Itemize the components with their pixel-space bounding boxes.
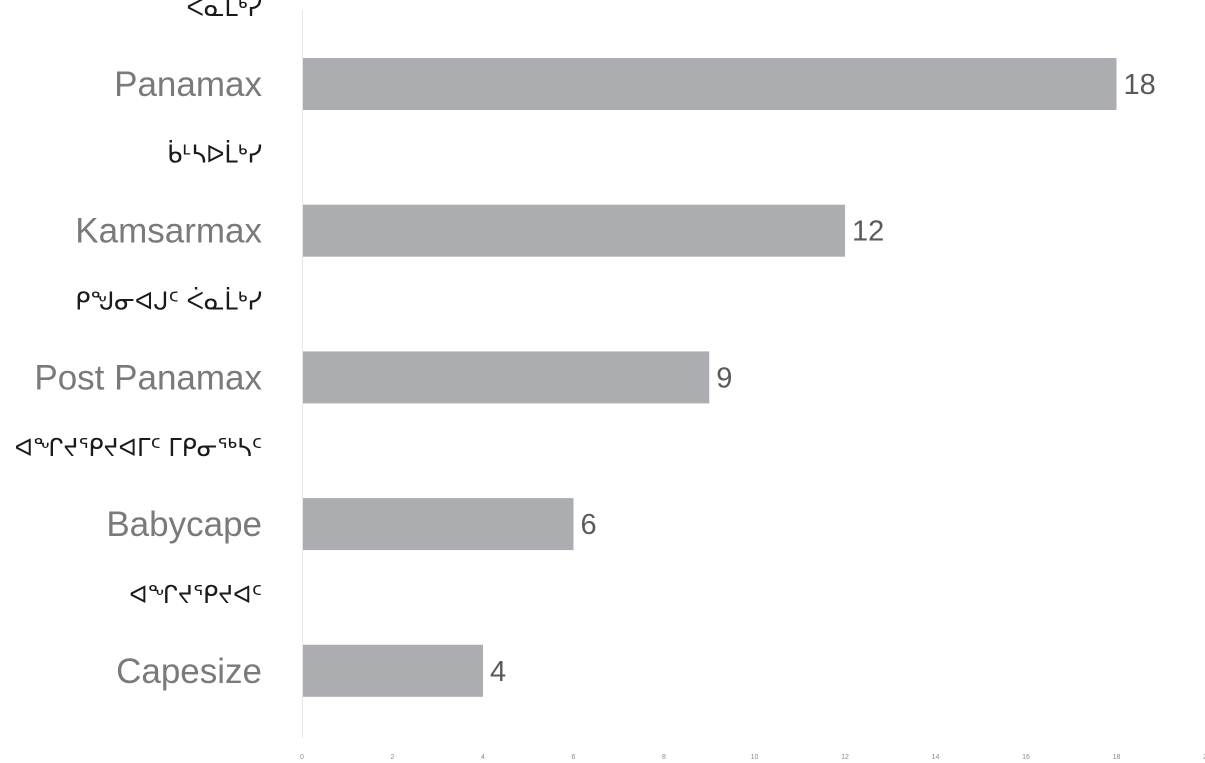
x-tick-label: 6 — [572, 754, 576, 761]
category-syllabics-label: ᑳᒻᓴᐅᒫᒃᓯ — [167, 140, 262, 169]
x-tick-label: 14 — [932, 754, 940, 761]
category-label: Post Panamax — [34, 358, 262, 397]
data-label: 6 — [581, 509, 597, 541]
value-labels-group: 18 12 9 6 4 — [490, 69, 1156, 688]
x-tick-label: 2 — [391, 754, 395, 761]
category-syllabics-label: ᑭᖑᓂᐊᒍᑦ ᐹᓇᒫᒃᓯ — [75, 286, 262, 315]
x-tick-label: 20 — [1203, 754, 1205, 761]
category-label: Capesize — [116, 652, 262, 691]
bar-kamsarmax — [303, 204, 845, 257]
data-label: 12 — [852, 216, 884, 248]
bar-post-panamax — [303, 351, 710, 404]
x-tick-label: 0 — [300, 754, 304, 761]
category-label: Babycape — [106, 505, 262, 544]
bar-babycape — [303, 498, 574, 551]
x-tick-label: 18 — [1113, 754, 1121, 761]
data-label: 18 — [1124, 69, 1156, 101]
x-tick-label: 4 — [481, 754, 485, 761]
category-syllabics-label: ᐊᖏᔪᕿᔪᐊᒥᑦ ᒥᑭᓂᖅᓴᑦ — [15, 434, 262, 462]
x-tick-label: 10 — [751, 754, 759, 761]
category-label: Kamsarmax — [75, 212, 262, 251]
x-axis-ticks-group: 0 2 4 6 8 10 12 14 16 18 20 — [300, 754, 1205, 761]
category-label: Panamax — [114, 65, 262, 104]
category-labels-group: ᐹᓇᒫᒃᓯ Panamax ᑳᒻᓴᐅᒫᒃᓯ Kamsarmax ᑭᖑᓂᐊᒍᑦ ᐹᓇᒫᒃᓯ… — [15, 0, 263, 691]
category-syllabics-label: ᐹᓇᒫᒃᓯ — [186, 0, 262, 22]
data-label: 4 — [490, 656, 506, 688]
x-tick-label: 12 — [841, 754, 849, 761]
x-tick-label: 16 — [1022, 754, 1030, 761]
category-syllabics-label: ᐊᖏᔪᕿᔪᐊᑦ — [129, 581, 262, 609]
x-tick-label: 8 — [662, 754, 666, 761]
bar-panamax — [303, 58, 1117, 110]
bars-group — [303, 58, 1117, 697]
bar-capesize — [303, 644, 483, 697]
data-label: 9 — [716, 362, 732, 394]
